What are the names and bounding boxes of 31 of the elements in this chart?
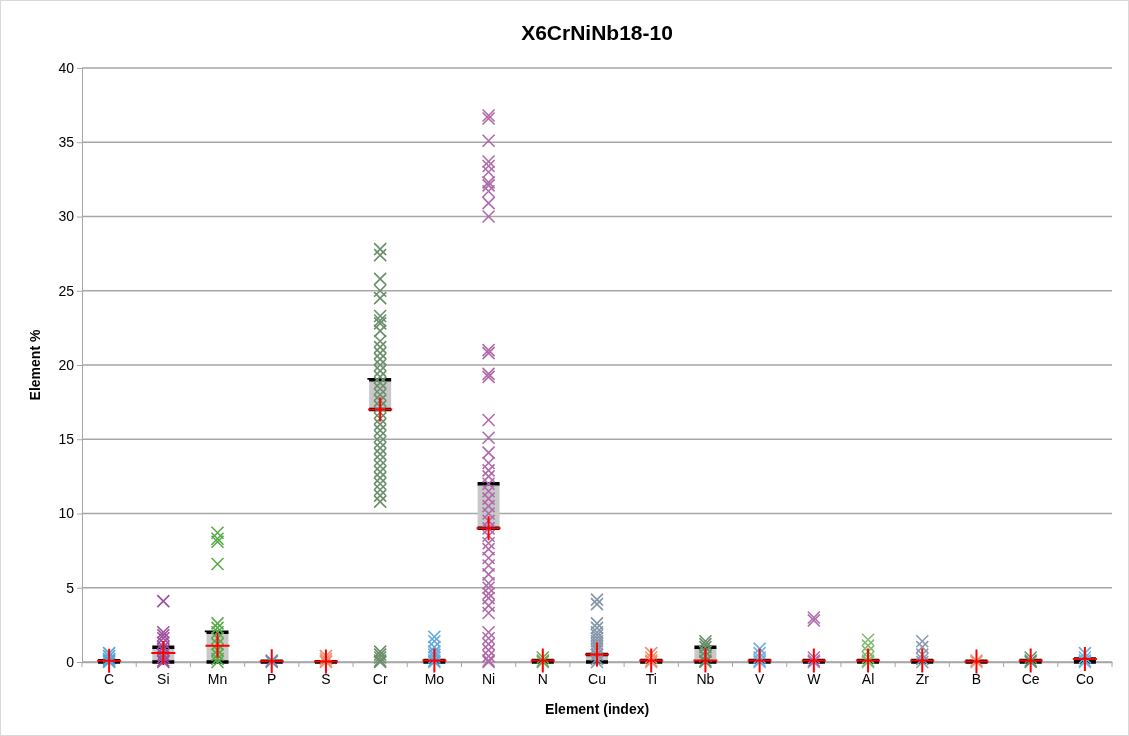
y-axis-title: Element % xyxy=(27,329,43,401)
chart-title: X6CrNiNb18-10 xyxy=(521,21,673,44)
x-tick-label: Mo xyxy=(424,670,445,687)
x-tick-label: Zr xyxy=(915,670,930,687)
x-tick-label: Al xyxy=(861,670,875,687)
x-tick-label: Si xyxy=(157,670,170,687)
x-tick-label: C xyxy=(104,670,115,687)
x-tick-label: N xyxy=(537,670,548,687)
y-tick-label: 35 xyxy=(58,134,75,151)
x-tick-label: Mn xyxy=(207,670,228,687)
x-axis-title: Element (index) xyxy=(544,701,650,717)
x-tick-label: V xyxy=(754,670,765,687)
x-tick-label: B xyxy=(971,670,982,687)
y-tick-label: 15 xyxy=(58,431,75,448)
y-tick-label: 20 xyxy=(58,356,75,373)
y-tick-label: 25 xyxy=(58,282,75,299)
x-tick-label: Ti xyxy=(645,670,657,687)
y-tick-label: 5 xyxy=(66,579,75,596)
y-tick-label: 30 xyxy=(58,208,75,225)
x-tick-label: W xyxy=(807,670,822,687)
x-tick-label: Ce xyxy=(1021,670,1040,687)
y-tick-label: 0 xyxy=(66,653,75,670)
y-tick-label: 10 xyxy=(58,505,75,522)
x-tick-label: Cr xyxy=(372,670,388,687)
x-tick-label: S xyxy=(321,670,331,687)
x-tick-label: Ni xyxy=(481,670,496,687)
y-tick-label: 40 xyxy=(58,59,75,76)
x-tick-label: P xyxy=(267,670,277,687)
x-tick-label: Nb xyxy=(696,670,715,687)
x-tick-label: Co xyxy=(1075,670,1095,687)
x-tick-label: Cu xyxy=(588,670,606,687)
